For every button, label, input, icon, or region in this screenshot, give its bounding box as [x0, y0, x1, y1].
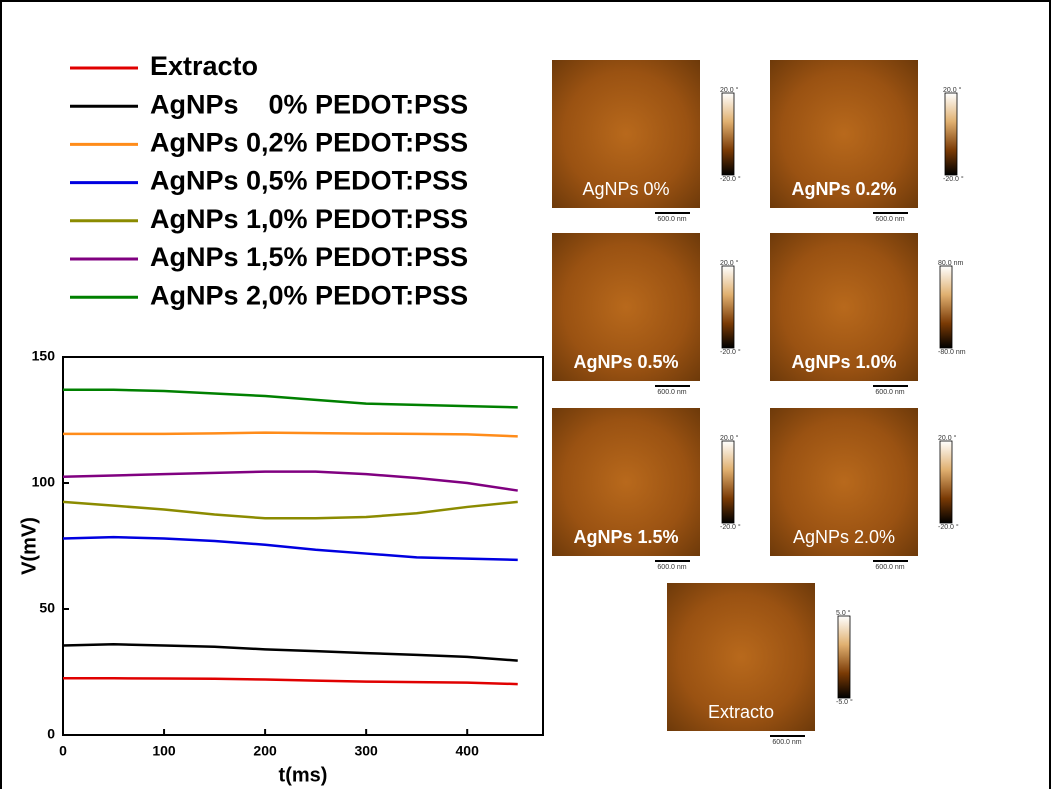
image-label: AgNPs 0.2%: [791, 179, 896, 199]
afm-image: [552, 408, 700, 556]
scale-bar-label: 600.0 nm: [657, 564, 686, 571]
afm-image: [552, 233, 700, 381]
series-line: [63, 388, 518, 409]
series-line: [62, 535, 518, 562]
color-bar-min: -5.0 °: [836, 698, 853, 706]
legend-label: AgNPs 2,0% PEDOT:PSS: [150, 280, 468, 310]
y-axis-label: V(mV): [18, 517, 40, 575]
series-line: [62, 470, 518, 492]
color-bar-max: 20.0 °: [943, 86, 962, 94]
color-bar-min: -20.0 °: [720, 348, 741, 356]
scale-bar-label: 600.0 nm: [875, 389, 904, 396]
image-label: AgNPs 2.0%: [793, 527, 895, 547]
afm-image: [770, 60, 918, 208]
color-bar: [721, 92, 735, 176]
scale-bar-label: 600.0 nm: [657, 216, 686, 223]
y-tick-label: 150: [32, 348, 56, 364]
image-label: AgNPs 1.0%: [791, 352, 896, 372]
image-label: AgNPs 0.5%: [573, 352, 678, 372]
y-tick-label: 50: [39, 600, 55, 616]
color-bar-min: -20.0 °: [938, 523, 959, 531]
color-bar-max: 20.0 °: [938, 434, 957, 442]
afm-image: [667, 583, 815, 731]
color-bar-max: 5.0 °: [836, 609, 851, 617]
color-bar: [944, 92, 958, 176]
y-tick-label: 100: [32, 474, 56, 490]
color-bar: [721, 265, 735, 349]
x-tick-label: 300: [354, 743, 378, 759]
x-axis-label: t(ms): [279, 764, 328, 786]
legend-label: AgNPs 1,0% PEDOT:PSS: [150, 204, 468, 234]
color-bar-max: 20.0 °: [720, 434, 739, 442]
series-line: [62, 500, 518, 520]
color-bar-min: -20.0 °: [720, 523, 741, 531]
legend-label: Extracto: [150, 51, 258, 81]
color-bar-max: 80.0 nm: [938, 260, 963, 267]
legend-label: AgNPs 0,5% PEDOT:PSS: [150, 166, 468, 196]
scale-bar-label: 600.0 nm: [875, 216, 904, 223]
color-bar-min: -80.0 nm: [938, 349, 966, 356]
color-bar: [721, 440, 735, 524]
scale-bar-label: 600.0 nm: [875, 564, 904, 571]
plot-frame: [62, 356, 544, 736]
afm-image: [770, 233, 918, 381]
afm-image: [552, 60, 700, 208]
y-tick-label: 0: [47, 726, 55, 742]
scale-bar-label: 600.0 nm: [772, 739, 801, 746]
color-bar-max: 20.0 °: [720, 259, 739, 267]
x-tick-label: 200: [253, 743, 277, 759]
series-line: [62, 643, 518, 662]
color-bar-min: -20.0 °: [720, 175, 741, 183]
image-label: AgNPs 0%: [582, 179, 669, 199]
color-bar: [837, 615, 851, 699]
series-line: [63, 677, 518, 686]
x-tick-label: 400: [456, 743, 480, 759]
x-tick-label: 0: [59, 743, 67, 759]
legend-label: AgNPs 0% PEDOT:PSS: [150, 89, 468, 119]
afm-image: [770, 408, 918, 556]
legend-label: AgNPs 0,2% PEDOT:PSS: [150, 128, 468, 158]
x-tick-label: 100: [152, 743, 176, 759]
image-label: Extracto: [708, 702, 774, 722]
color-bar: [939, 440, 953, 524]
color-bar-min: -20.0 °: [943, 175, 964, 183]
scale-bar-label: 600.0 nm: [657, 389, 686, 396]
color-bar-max: 20.0 °: [720, 86, 739, 94]
image-label: AgNPs 1.5%: [573, 527, 678, 547]
legend-label: AgNPs 1,5% PEDOT:PSS: [150, 242, 468, 272]
color-bar: [939, 265, 953, 349]
series-line: [63, 431, 518, 438]
